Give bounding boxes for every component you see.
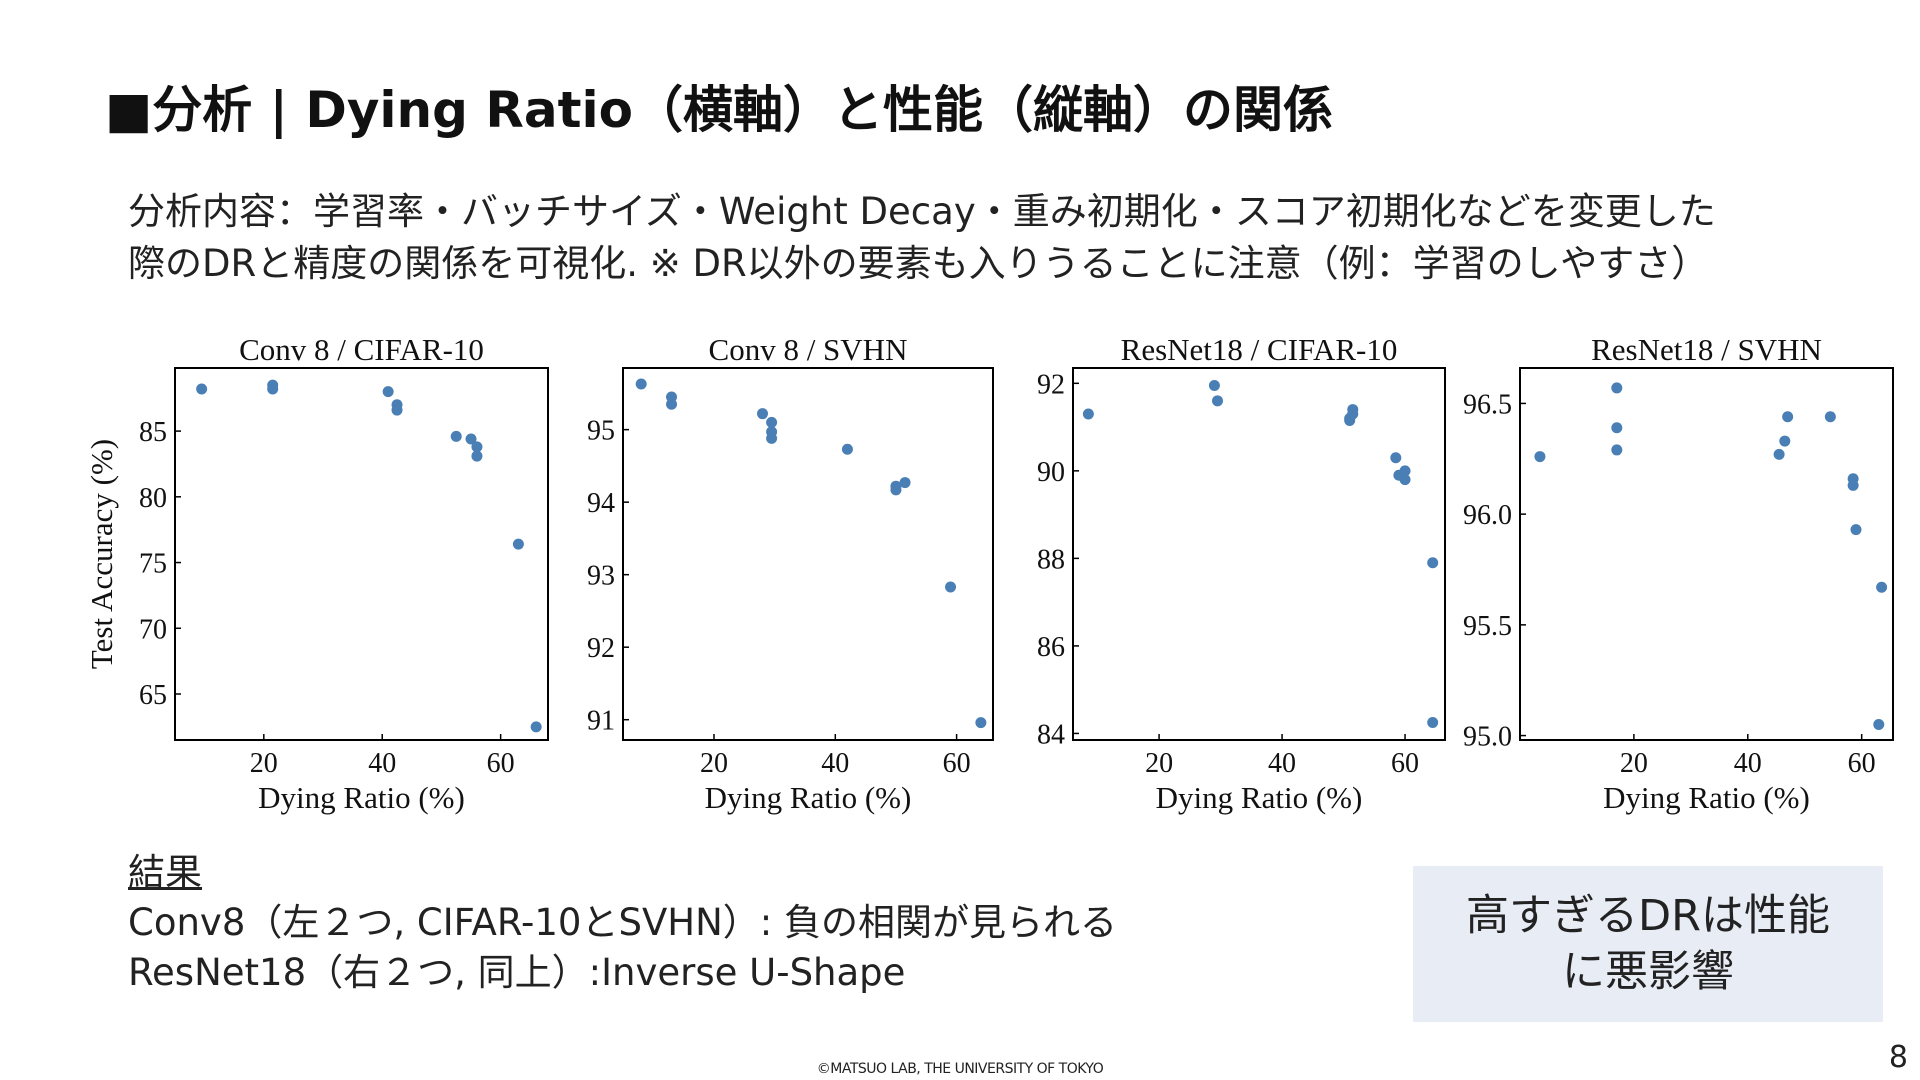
data-point xyxy=(1611,422,1623,434)
data-point xyxy=(1824,411,1836,423)
data-point xyxy=(471,450,483,462)
data-point xyxy=(1390,452,1402,464)
x-tick-label: 60 xyxy=(1391,748,1419,779)
data-point xyxy=(899,477,911,489)
callout-line-2: に悪影響 xyxy=(1562,947,1734,997)
chart-title: ResNet18 / SVHN xyxy=(1591,332,1822,367)
y-tick-label: 96.0 xyxy=(1463,500,1512,531)
x-tick-label: 20 xyxy=(1620,748,1648,779)
y-tick-label: 93 xyxy=(587,561,615,592)
x-axis-label: Dying Ratio (%) xyxy=(258,780,465,815)
chart-frame xyxy=(1519,367,1894,741)
results-section: 結果 Conv8（左２つ, CIFAR-10とSVHN）: 負の相関が見られる … xyxy=(128,848,1278,998)
y-axis-label: Test Accuracy (%) xyxy=(84,439,119,669)
description-line-1: 分析内容：学習率・バッチサイズ・Weight Decay・重み初期化・スコア初期… xyxy=(128,190,1716,233)
data-point xyxy=(1399,465,1411,477)
y-tick-label: 94 xyxy=(587,488,615,519)
data-point xyxy=(471,441,483,453)
scatter-chart-panel: Conv 8 / CIFAR-10 20 40 60 65 70 75 80 85 Dying R… xyxy=(84,332,1894,815)
y-tick-label: 85 xyxy=(139,417,167,448)
x-tick-label: 60 xyxy=(487,748,515,779)
data-point xyxy=(766,432,778,444)
data-point xyxy=(512,538,524,550)
chart-frame xyxy=(622,367,994,741)
data-point xyxy=(975,717,987,729)
x-axis-label: Dying Ratio (%) xyxy=(1156,780,1363,815)
data-point xyxy=(1773,448,1785,460)
conclusion-callout: 高すぎるDRは性能 に悪影響 xyxy=(1413,866,1883,1022)
x-axis-label: Dying Ratio (%) xyxy=(1603,780,1810,815)
x-tick-label: 40 xyxy=(1268,748,1296,779)
data-point xyxy=(1873,719,1885,730)
y-tick-label: 75 xyxy=(139,549,167,580)
data-point xyxy=(757,408,769,420)
y-tick-label: 65 xyxy=(139,680,167,711)
y-tick-label: 88 xyxy=(1037,544,1065,575)
page-number: 8 xyxy=(1888,1040,1908,1075)
chart-title: ResNet18 / CIFAR-10 xyxy=(1121,332,1398,367)
y-tick-label: 80 xyxy=(139,483,167,514)
data-point xyxy=(1347,408,1359,420)
data-point xyxy=(1876,581,1888,593)
chart-title: Conv 8 / SVHN xyxy=(709,332,908,367)
footer-copyright: ©MATSUO LAB, THE UNIVERSITY OF TOKYO xyxy=(816,1061,1104,1077)
results-heading: 結果 xyxy=(128,851,202,894)
data-point xyxy=(1850,524,1862,536)
data-point xyxy=(635,378,647,390)
data-point xyxy=(196,383,208,395)
y-tick-label: 95.5 xyxy=(1463,611,1512,642)
data-point xyxy=(1211,395,1223,407)
x-axis-label: Dying Ratio (%) xyxy=(705,780,912,815)
chart-frame xyxy=(174,367,549,741)
data-point xyxy=(1082,408,1094,420)
data-point xyxy=(766,416,778,428)
x-tick-label: 60 xyxy=(943,748,971,779)
data-point xyxy=(450,430,462,442)
data-point xyxy=(890,484,902,496)
y-tick-label: 95.0 xyxy=(1463,722,1512,753)
y-tick-label: 90 xyxy=(1037,457,1065,488)
x-tick-label: 60 xyxy=(1848,748,1876,779)
data-point xyxy=(382,386,394,398)
x-tick-label: 20 xyxy=(250,748,278,779)
chart-title: Conv 8 / CIFAR-10 xyxy=(239,332,484,367)
y-tick-label: 92 xyxy=(587,633,615,664)
data-point xyxy=(1611,382,1623,394)
data-point xyxy=(465,433,477,445)
y-tick-label: 91 xyxy=(587,706,615,737)
x-tick-label: 20 xyxy=(700,748,728,779)
data-point xyxy=(1847,479,1859,491)
data-point xyxy=(1427,716,1439,728)
slide-title: ■分析 | Dying Ratio（横軸）と性能（縦軸）の関係 xyxy=(105,81,1333,139)
data-point xyxy=(1208,380,1220,392)
x-tick-label: 40 xyxy=(1734,748,1762,779)
data-point xyxy=(1427,557,1439,569)
data-point xyxy=(841,443,853,455)
data-point xyxy=(1399,474,1411,486)
y-tick-label: 95 xyxy=(587,416,615,447)
results-line-conv8: Conv8（左２つ, CIFAR-10とSVHN）: 負の相関が見られる xyxy=(128,901,1117,944)
y-tick-label: 86 xyxy=(1037,632,1065,663)
description-line-2: 際のDRと精度の関係を可視化. ※ DR以外の要素も入りうることに注意（例：学習… xyxy=(128,242,1709,285)
data-point xyxy=(1782,411,1794,423)
data-point xyxy=(666,398,678,410)
x-tick-label: 20 xyxy=(1145,748,1173,779)
data-point xyxy=(267,383,279,395)
y-tick-label: 70 xyxy=(139,614,167,645)
y-tick-label: 96.5 xyxy=(1463,389,1512,420)
y-tick-label: 84 xyxy=(1037,719,1065,750)
chart-frame xyxy=(1072,367,1446,741)
y-tick-label: 92 xyxy=(1037,369,1065,400)
data-point xyxy=(530,721,542,733)
data-point xyxy=(1534,451,1546,463)
results-line-resnet18: ResNet18（右２つ, 同上）:Inverse U-Shape xyxy=(128,951,906,994)
data-point xyxy=(945,581,957,593)
callout-line-1: 高すぎるDRは性能 xyxy=(1466,891,1830,941)
x-tick-label: 40 xyxy=(821,748,849,779)
data-point xyxy=(1779,435,1791,447)
x-tick-label: 40 xyxy=(368,748,396,779)
data-point xyxy=(1611,444,1623,456)
data-point xyxy=(391,404,403,416)
analysis-description: 分析内容：学習率・バッチサイズ・Weight Decay・重み初期化・スコア初期… xyxy=(128,186,1888,290)
